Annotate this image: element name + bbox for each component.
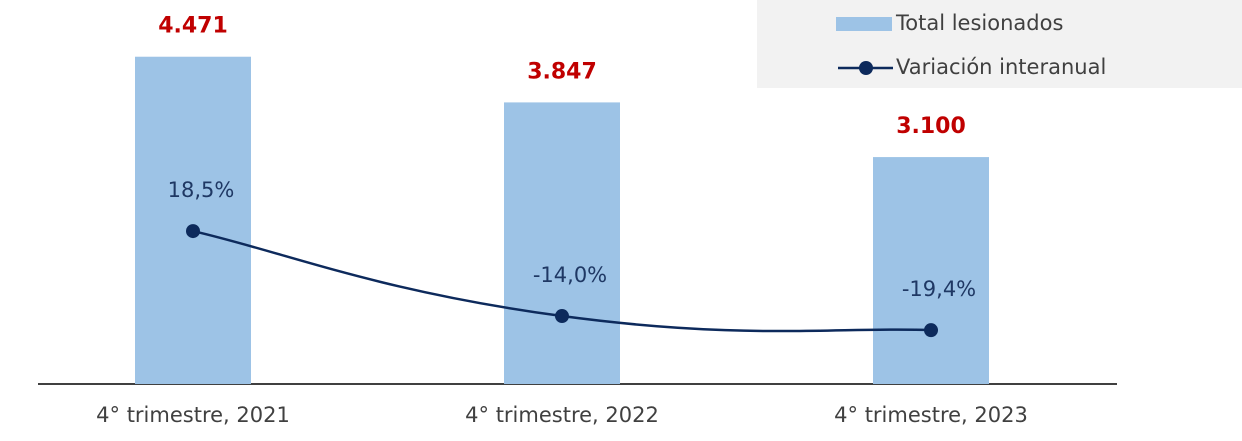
legend-label: Total lesionados [895, 11, 1063, 35]
bar-value-label: 4.471 [158, 14, 228, 39]
line-value-label: 18,5% [168, 178, 235, 202]
line-value-label: -14,0% [533, 263, 607, 287]
x-tick-label: 4° trimestre, 2023 [834, 403, 1028, 427]
bar [504, 102, 620, 384]
bar [135, 56, 251, 384]
legend-box [757, 0, 1242, 88]
line-point [924, 323, 938, 338]
legend-swatch [836, 17, 892, 31]
x-tick-label: 4° trimestre, 2021 [96, 403, 290, 427]
line-point [555, 309, 569, 324]
bar [873, 157, 989, 384]
legend-marker [859, 61, 873, 75]
x-tick-label: 4° trimestre, 2022 [465, 403, 659, 427]
line-value-label: -19,4% [902, 277, 976, 301]
bar-value-label: 3.100 [896, 114, 966, 139]
line-point [186, 224, 200, 239]
bar-value-label: 3.847 [527, 59, 597, 84]
legend-label: Variación interanual [896, 55, 1106, 79]
